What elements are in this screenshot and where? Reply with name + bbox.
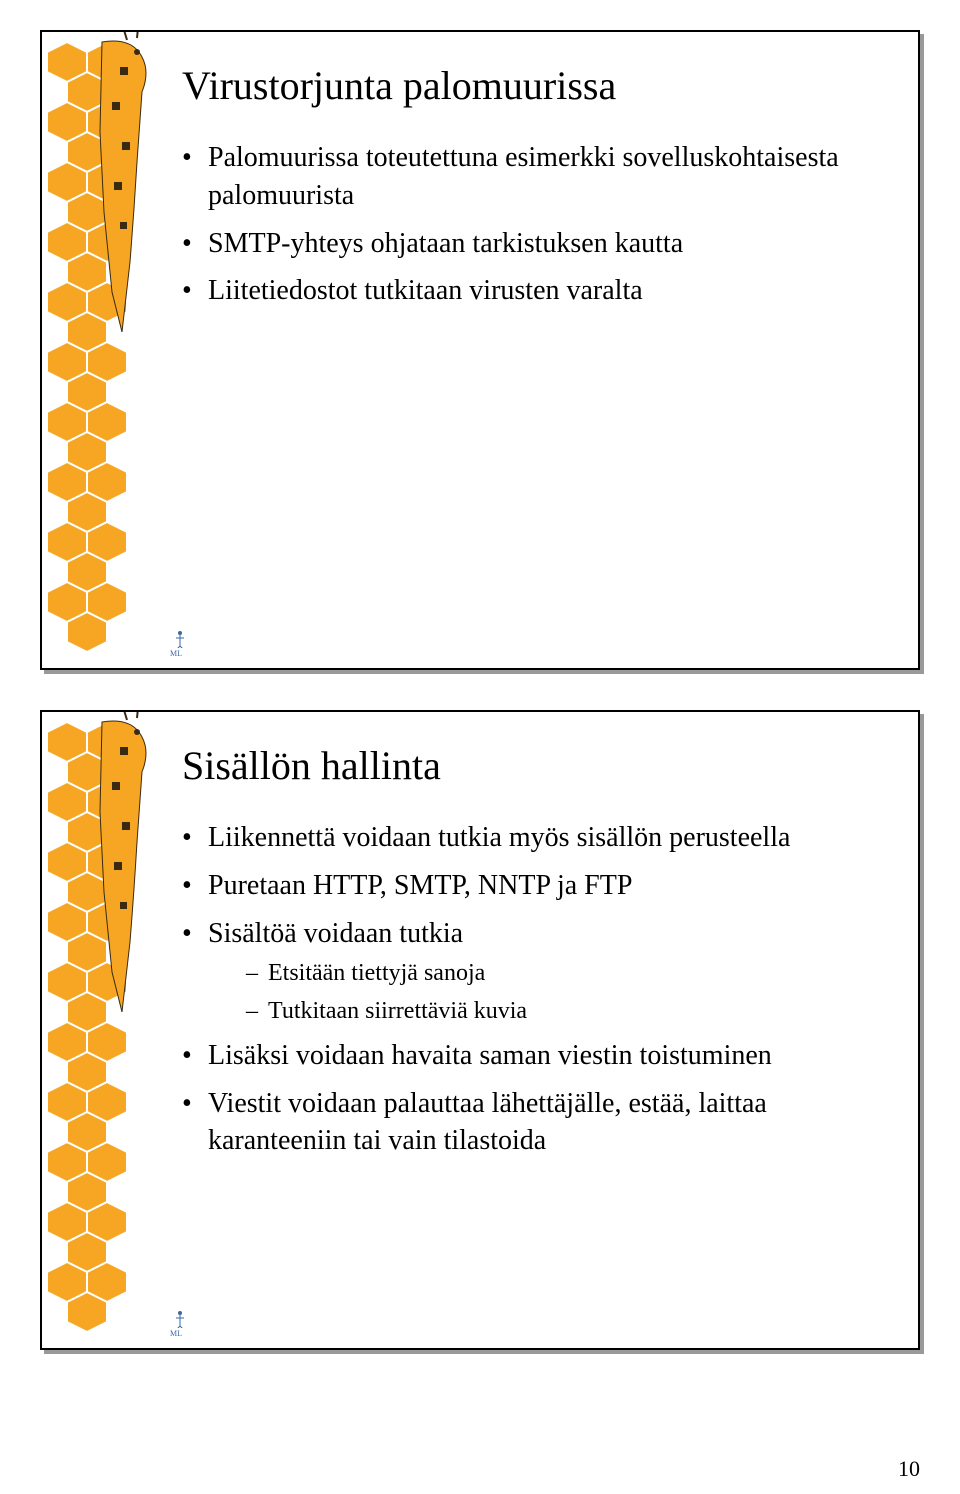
bullet-text: Sisältöä voidaan tutkia [208, 918, 463, 949]
bullet-item: Liikennettä voidaan tutkia myös sisällön… [182, 819, 888, 857]
corner-logo: ML [170, 1310, 194, 1338]
page: Virustorjunta palomuurissa Palomuurissa … [0, 0, 960, 1494]
slide-content: Virustorjunta palomuurissa Palomuurissa … [182, 62, 888, 638]
slide-sidebar [42, 712, 162, 1348]
bullet-list: Liikennettä voidaan tutkia myös sisällön… [182, 819, 888, 1160]
slide-2: Sisällön hallinta Liikennettä voidaan tu… [40, 710, 920, 1350]
bullet-item: SMTP-yhteys ohjataan tarkistuksen kautta [182, 225, 888, 263]
sub-bullet-item: Tutkitaan siirrettäviä kuvia [246, 996, 888, 1027]
bullet-item: Viestit voidaan palauttaa lähettäjälle, … [182, 1085, 888, 1161]
honeycomb-giraffe-graphic [42, 32, 162, 668]
slide-title: Virustorjunta palomuurissa [182, 62, 888, 109]
slide-1: Virustorjunta palomuurissa Palomuurissa … [40, 30, 920, 670]
bullet-item: Puretaan HTTP, SMTP, NNTP ja FTP [182, 867, 888, 905]
corner-logo: ML [170, 630, 194, 658]
bullet-list: Palomuurissa toteutettuna esimerkki sove… [182, 139, 888, 310]
page-number: 10 [898, 1456, 920, 1482]
honeycomb-giraffe-graphic [42, 712, 162, 1348]
bullet-item: Palomuurissa toteutettuna esimerkki sove… [182, 139, 888, 215]
slide-title: Sisällön hallinta [182, 742, 888, 789]
sub-bullet-list: Etsitään tiettyjä sanoja Tutkitaan siirr… [208, 958, 888, 1026]
bullet-item: Lisäksi voidaan havaita saman viestin to… [182, 1037, 888, 1075]
slide-sidebar [42, 32, 162, 668]
slide-content: Sisällön hallinta Liikennettä voidaan tu… [182, 742, 888, 1318]
bullet-item: Sisältöä voidaan tutkia Etsitään tiettyj… [182, 915, 888, 1027]
bullet-item: Liitetiedostot tutkitaan virusten varalt… [182, 272, 888, 310]
logo-text: ML [170, 1329, 182, 1338]
sub-bullet-item: Etsitään tiettyjä sanoja [246, 958, 888, 989]
logo-text: ML [170, 649, 182, 658]
